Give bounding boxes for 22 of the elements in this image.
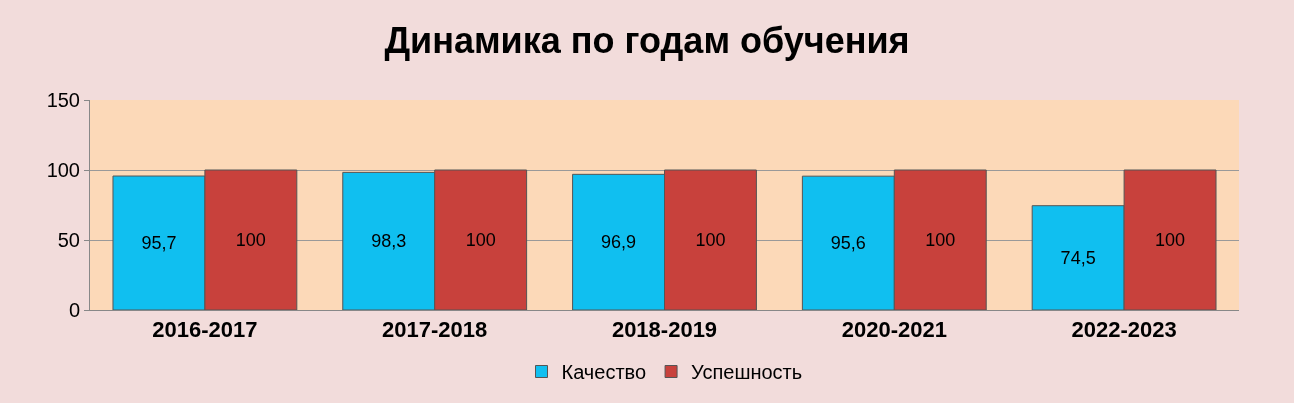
- y-tick-label: 100: [46, 159, 80, 181]
- data-label: 100: [1155, 230, 1186, 250]
- y-tick-label: 150: [46, 89, 80, 111]
- legend-label: Успешность: [691, 361, 803, 384]
- data-label: 100: [695, 230, 726, 250]
- y-tick-label: 0: [68, 299, 80, 321]
- data-label: 100: [235, 230, 266, 250]
- data-label: 100: [465, 230, 496, 250]
- data-label: 98,3: [371, 231, 407, 252]
- chart-title: Динамика по годам обучения: [384, 20, 910, 62]
- y-tick-label: 50: [57, 229, 80, 251]
- x-tick-label: 2020-2021: [841, 317, 947, 343]
- data-label: 100: [925, 230, 956, 250]
- data-label: 95,6: [830, 233, 866, 254]
- data-label: 96,9: [601, 232, 637, 253]
- x-tick-label: 2022-2023: [1071, 317, 1177, 343]
- data-label: 95,7: [141, 233, 177, 254]
- data-label: 74,5: [1060, 247, 1096, 268]
- x-tick-label: 2018-2019: [611, 317, 718, 343]
- x-tick-label: 2017-2018: [382, 317, 488, 343]
- legend-label: Качество: [561, 361, 647, 384]
- x-tick-label: 2016-2017: [152, 317, 258, 343]
